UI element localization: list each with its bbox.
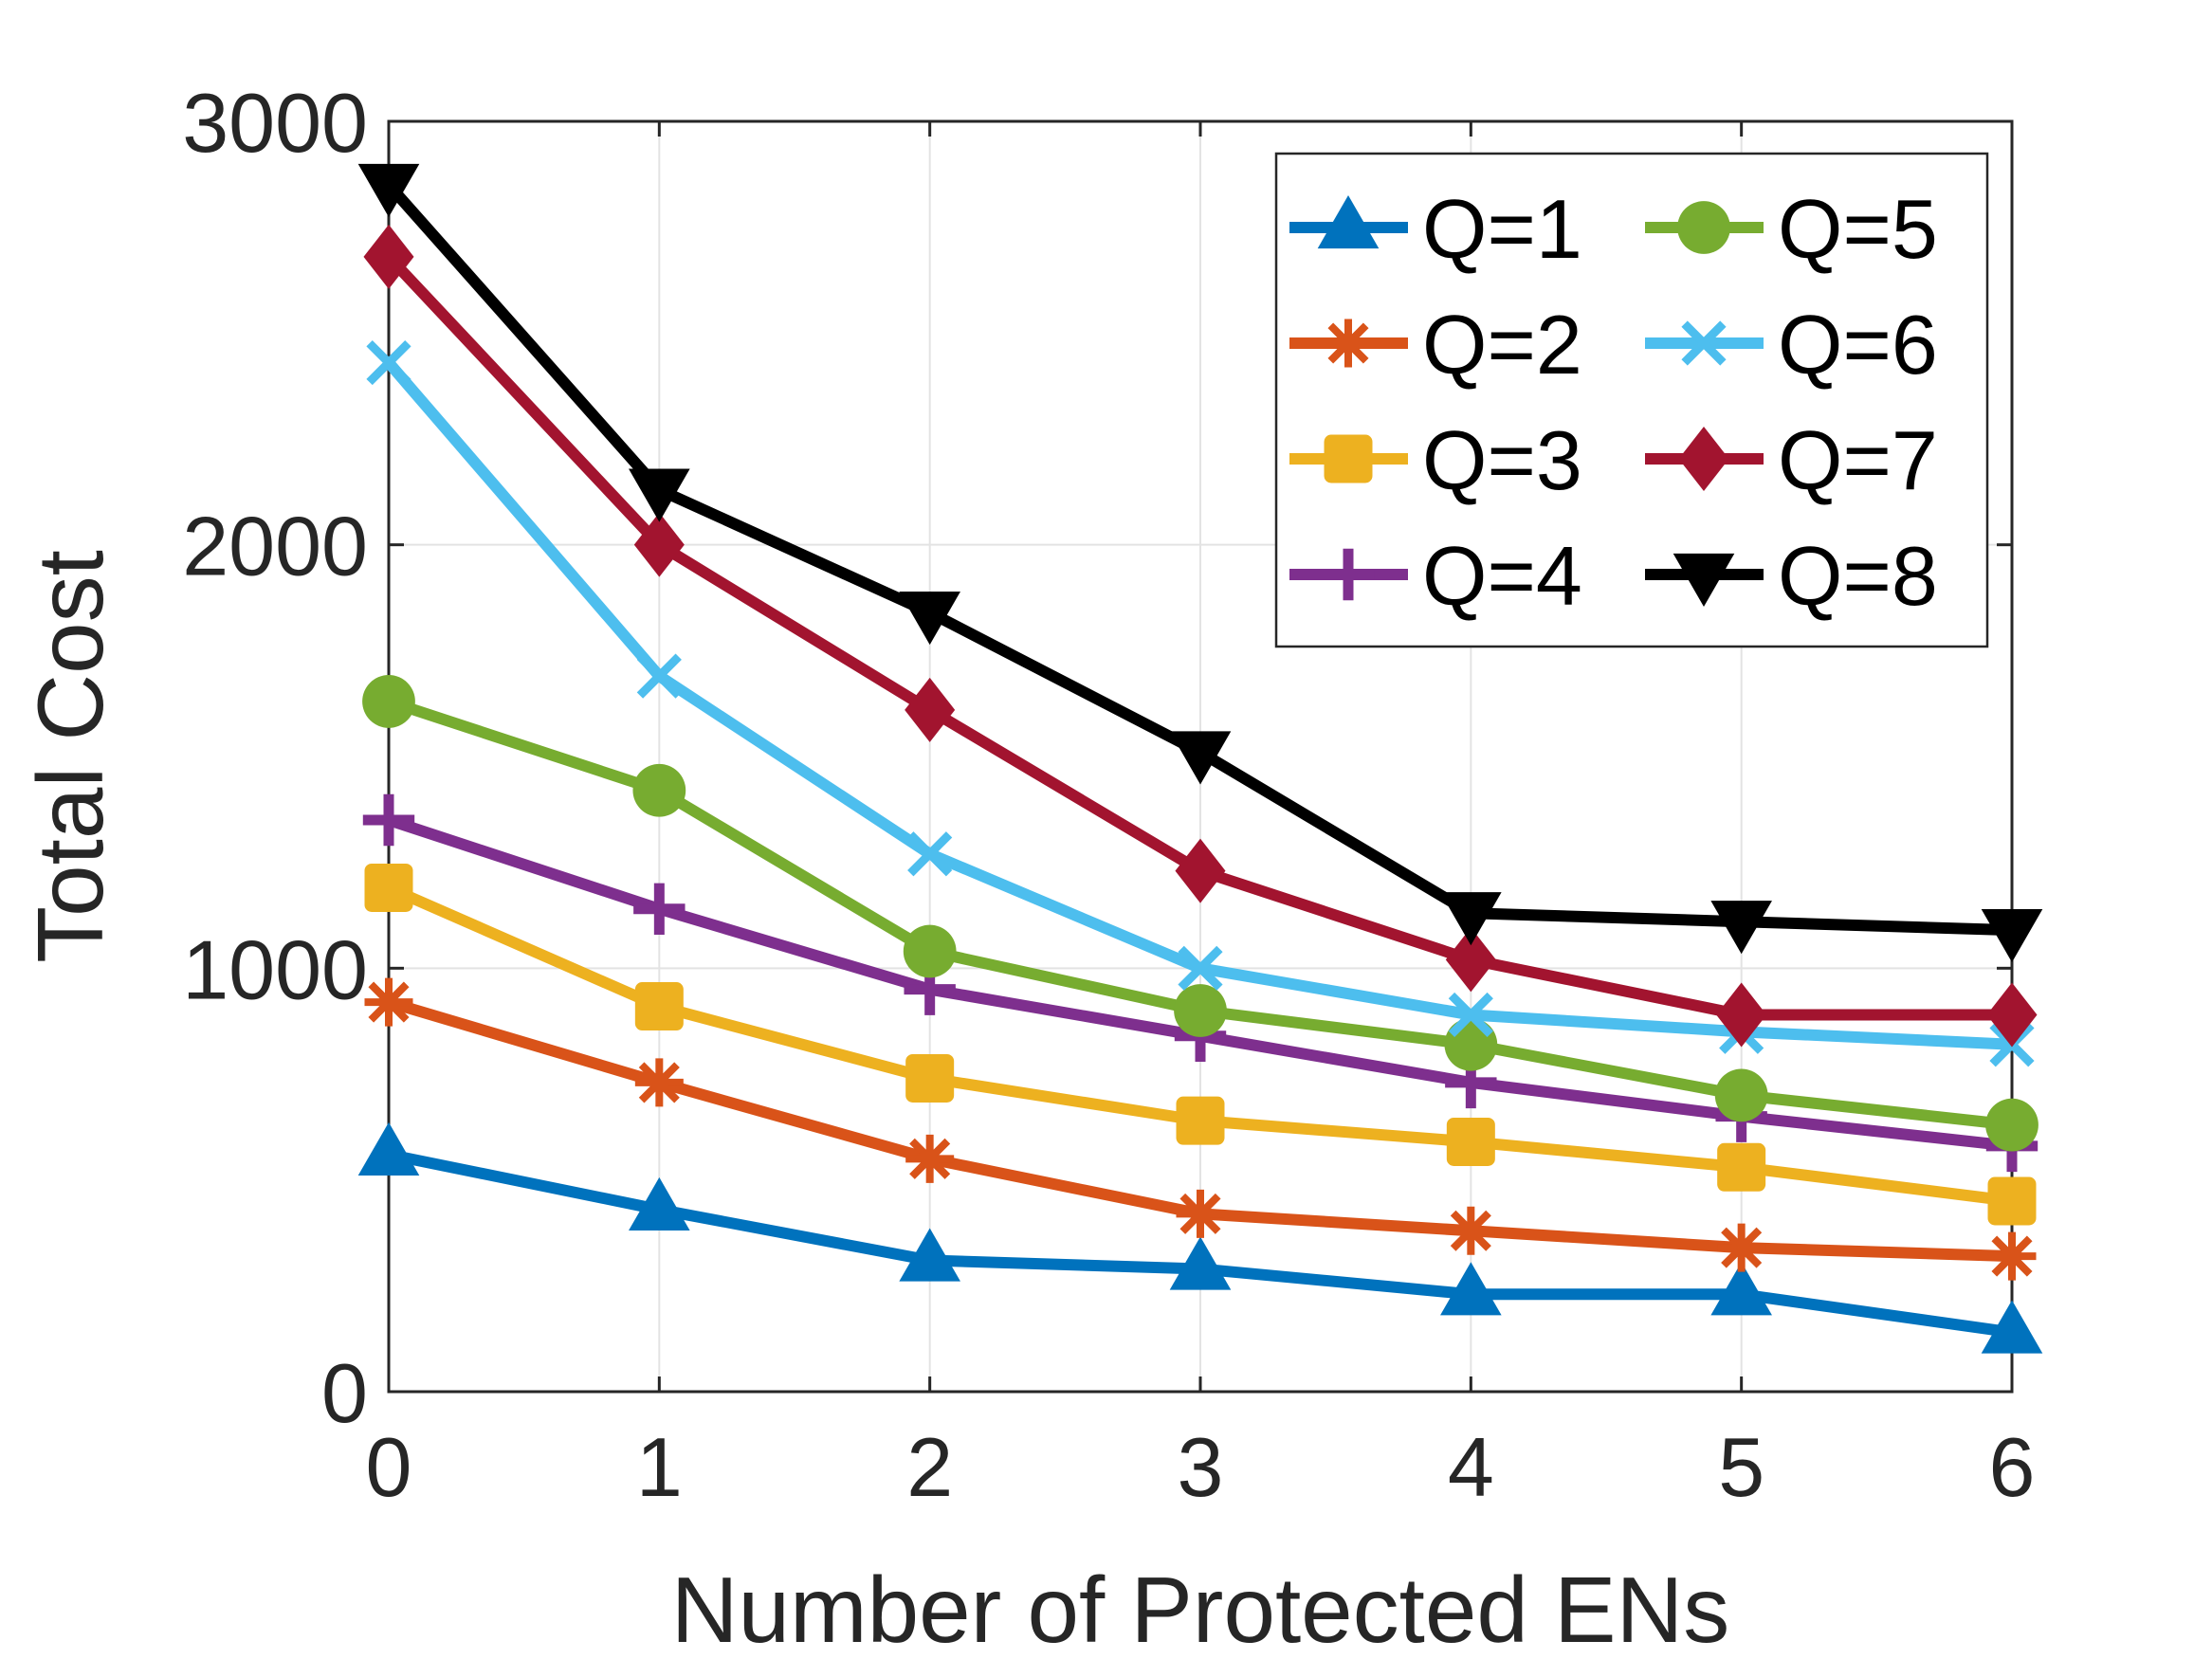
data-point xyxy=(1175,838,1226,903)
x-tick-label: 0 xyxy=(366,1420,412,1514)
legend-marker xyxy=(1317,195,1380,249)
data-point xyxy=(629,468,690,522)
x-tick-label: 3 xyxy=(1178,1420,1224,1514)
y-tick-label: 3000 xyxy=(182,76,368,170)
data-point xyxy=(1985,1098,2038,1152)
data-point xyxy=(1178,945,1223,991)
legend-entry: Q=4 xyxy=(1289,529,1582,623)
legend-label: Q=2 xyxy=(1422,298,1582,392)
legend-label: Q=3 xyxy=(1422,413,1582,507)
data-point xyxy=(363,224,414,289)
data-point xyxy=(633,512,685,577)
data-point xyxy=(1169,731,1232,785)
data-point xyxy=(634,982,684,1031)
legend-label: Q=6 xyxy=(1778,298,1938,392)
legend-entry: Q=8 xyxy=(1645,529,1938,623)
legend-entry: Q=7 xyxy=(1645,413,1938,507)
data-point xyxy=(905,1134,955,1183)
data-point xyxy=(1981,909,2043,963)
legend-label: Q=4 xyxy=(1422,529,1582,623)
x-tick-label: 5 xyxy=(1718,1420,1764,1514)
data-point xyxy=(1981,1300,2043,1354)
x-tick-labels: 0 1 2 3 4 5 6 xyxy=(366,1420,2036,1514)
data-point xyxy=(1716,982,1767,1048)
data-point xyxy=(1448,992,1493,1038)
data-point xyxy=(1445,927,1496,993)
data-point xyxy=(1987,1176,2037,1226)
data-point xyxy=(364,977,413,1027)
y-tick-labels: 0 1000 2000 3000 xyxy=(182,76,368,1440)
data-point xyxy=(899,592,960,646)
legend-box xyxy=(1274,152,1989,648)
legend-marker xyxy=(1322,548,1375,601)
data-point xyxy=(905,677,956,742)
data-point xyxy=(357,163,420,217)
legend-label: Q=5 xyxy=(1778,182,1938,276)
data-point xyxy=(634,1058,684,1107)
legend-label: Q=8 xyxy=(1778,529,1938,623)
legend-entry: Q=5 xyxy=(1645,182,1938,276)
legend-marker xyxy=(1324,319,1373,368)
legend-entry: Q=3 xyxy=(1289,413,1582,507)
data-point xyxy=(366,340,411,386)
data-point xyxy=(1176,1189,1225,1238)
series-q-8 xyxy=(357,163,2043,963)
x-tick-label: 2 xyxy=(906,1420,953,1514)
data-point xyxy=(1717,1223,1766,1272)
axis-ticks xyxy=(387,119,2014,1394)
data-point xyxy=(1446,1206,1495,1255)
x-tick-label: 1 xyxy=(636,1420,683,1514)
y-tick-label: 0 xyxy=(321,1346,368,1440)
legend-marker xyxy=(1324,434,1373,483)
data-point xyxy=(903,924,957,978)
y-axis-label: Total Cost xyxy=(18,550,122,963)
y-tick-label: 1000 xyxy=(182,922,368,1016)
data-point xyxy=(1446,1117,1495,1166)
data-point xyxy=(1710,901,1772,955)
legend-label: Q=1 xyxy=(1422,182,1582,276)
legend-marker xyxy=(1678,427,1729,491)
legend-marker xyxy=(1677,201,1730,254)
data-point xyxy=(629,1176,690,1231)
legend-label: Q=7 xyxy=(1778,413,1938,507)
data-point xyxy=(362,793,415,847)
legend-entry: Q=1 xyxy=(1289,182,1582,276)
x-tick-label: 4 xyxy=(1448,1420,1494,1514)
data-point xyxy=(1714,1068,1768,1122)
data-point xyxy=(1710,1262,1772,1316)
data-point xyxy=(907,831,953,877)
series-q-1 xyxy=(357,1121,2043,1354)
series-layer xyxy=(357,163,2043,1354)
data-point xyxy=(633,883,686,935)
series-q-7 xyxy=(363,224,2038,1048)
data-point xyxy=(1444,1017,1498,1071)
data-point xyxy=(1174,984,1227,1037)
legend-marker xyxy=(1673,553,1735,607)
legend-marker xyxy=(1681,320,1727,366)
data-point xyxy=(357,1121,420,1176)
data-point xyxy=(905,1053,955,1103)
data-point xyxy=(1717,1142,1766,1192)
data-point xyxy=(632,763,686,817)
y-tick-label: 2000 xyxy=(182,500,368,593)
series-q-2 xyxy=(364,977,2037,1281)
x-axis-label: Number of Protected ENs xyxy=(671,1558,1730,1659)
legend-entry: Q=6 xyxy=(1645,298,1938,392)
data-point xyxy=(1440,1262,1502,1316)
data-point xyxy=(362,675,415,728)
series-q-3 xyxy=(364,863,2037,1226)
legend: Q=1 Q=2 Q=3 Q=4 Q=5 Q=6 Q=7 Q=8 xyxy=(1274,152,1989,648)
data-point xyxy=(899,1228,960,1282)
legend-entry: Q=2 xyxy=(1289,298,1582,392)
data-point xyxy=(1440,892,1502,946)
data-point xyxy=(636,653,682,699)
x-tick-label: 6 xyxy=(1989,1420,2036,1514)
data-point xyxy=(364,863,413,912)
data-point xyxy=(1987,1231,2037,1281)
data-point xyxy=(1986,982,2038,1048)
data-point xyxy=(1176,1096,1225,1145)
data-point xyxy=(1169,1236,1232,1290)
